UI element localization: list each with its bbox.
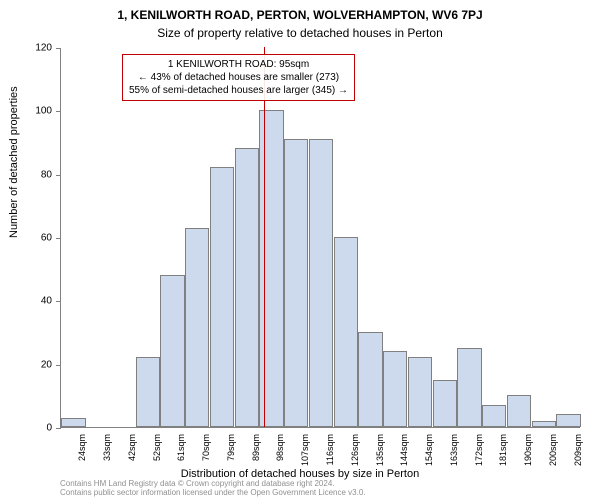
histogram-bar <box>556 414 580 427</box>
x-tick-label: 126sqm <box>350 434 360 466</box>
y-axis-title: Number of detached properties <box>8 86 20 238</box>
x-tick-label: 144sqm <box>399 434 409 466</box>
annotation-line-1: 1 KENILWORTH ROAD: 95sqm <box>129 58 348 71</box>
histogram-bar <box>482 405 506 427</box>
y-tick-label: 20 <box>22 359 52 370</box>
histogram-bar <box>408 357 432 427</box>
histogram-bar <box>383 351 407 427</box>
histogram-bar <box>185 228 209 428</box>
x-tick-label: 163sqm <box>449 434 459 466</box>
histogram-bar <box>334 237 358 427</box>
y-tick <box>56 175 61 176</box>
x-tick-label: 98sqm <box>275 434 285 461</box>
histogram-chart: 02040608010012024sqm33sqm42sqm52sqm61sqm… <box>60 48 580 428</box>
y-tick <box>56 111 61 112</box>
annotation-line-3: 55% of semi-detached houses are larger (… <box>129 84 348 97</box>
histogram-bar <box>259 110 283 427</box>
y-tick <box>56 48 61 49</box>
x-tick-label: 154sqm <box>424 434 434 466</box>
histogram-bar <box>160 275 184 427</box>
y-tick-label: 100 <box>22 106 52 117</box>
x-tick-label: 89sqm <box>251 434 261 461</box>
x-tick-label: 172sqm <box>474 434 484 466</box>
x-tick-label: 70sqm <box>201 434 211 461</box>
histogram-bar <box>507 395 531 427</box>
y-tick-label: 40 <box>22 296 52 307</box>
histogram-bar <box>433 380 457 428</box>
histogram-bar <box>358 332 382 427</box>
plot-region: 02040608010012024sqm33sqm42sqm52sqm61sqm… <box>60 48 580 428</box>
x-tick-label: 135sqm <box>375 434 385 466</box>
y-tick <box>56 365 61 366</box>
histogram-bar <box>284 139 308 427</box>
page-title: 1, KENILWORTH ROAD, PERTON, WOLVERHAMPTO… <box>0 0 600 22</box>
y-tick-label: 120 <box>22 43 52 54</box>
x-tick-label: 52sqm <box>152 434 162 461</box>
reference-line <box>264 47 265 427</box>
copyright-line-1: Contains HM Land Registry data © Crown c… <box>60 479 366 489</box>
histogram-bar <box>136 357 160 427</box>
x-tick-label: 190sqm <box>523 434 533 466</box>
x-tick-label: 181sqm <box>498 434 508 466</box>
x-tick-label: 107sqm <box>300 434 310 466</box>
x-tick-label: 61sqm <box>176 434 186 461</box>
x-tick-label: 33sqm <box>102 434 112 461</box>
x-tick-label: 42sqm <box>127 434 137 461</box>
annotation-box: 1 KENILWORTH ROAD: 95sqm ← 43% of detach… <box>122 54 355 101</box>
x-tick-label: 24sqm <box>77 434 87 461</box>
y-tick-label: 0 <box>22 423 52 434</box>
copyright-line-2: Contains public sector information licen… <box>60 488 366 498</box>
y-tick <box>56 238 61 239</box>
histogram-bar <box>210 167 234 427</box>
histogram-bar <box>235 148 259 427</box>
x-tick-label: 79sqm <box>226 434 236 461</box>
x-tick-label: 200sqm <box>548 434 558 466</box>
annotation-line-2: ← 43% of detached houses are smaller (27… <box>129 71 348 84</box>
y-tick <box>56 301 61 302</box>
y-tick <box>56 428 61 429</box>
histogram-bar <box>457 348 481 427</box>
histogram-bar <box>309 139 333 427</box>
page-subtitle: Size of property relative to detached ho… <box>0 22 600 40</box>
y-tick-label: 60 <box>22 233 52 244</box>
histogram-bar <box>61 418 85 428</box>
copyright-text: Contains HM Land Registry data © Crown c… <box>60 479 366 498</box>
x-tick-label: 116sqm <box>325 434 335 465</box>
x-tick-label: 209sqm <box>573 434 583 466</box>
y-tick-label: 80 <box>22 169 52 180</box>
histogram-bar <box>532 421 556 427</box>
